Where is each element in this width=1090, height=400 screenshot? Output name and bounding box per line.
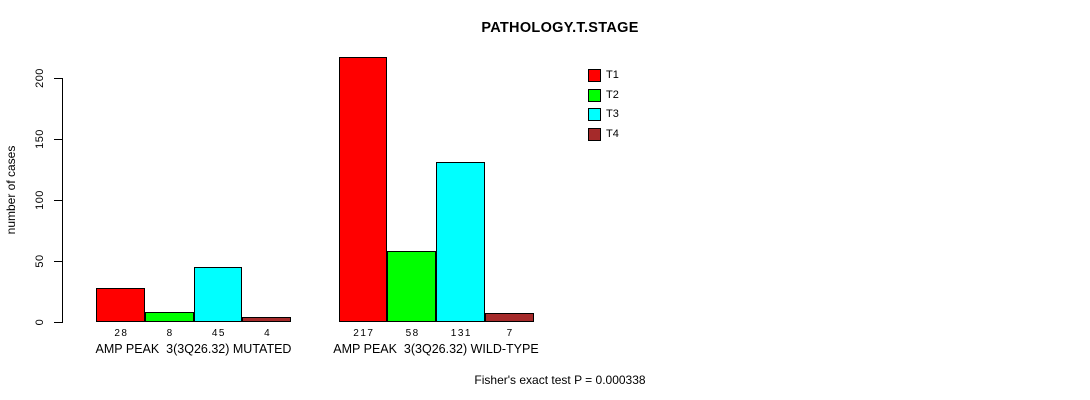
footnote-fisher-test: Fisher's exact test P = 0.000338 [474,373,646,387]
legend-swatch-t1 [588,69,601,83]
legend-swatch-t4 [588,127,601,141]
y-tick-label: 150 [34,129,46,149]
chart-title: PATHOLOGY.T.STAGE [481,20,639,36]
legend-item-t1: T1 [588,66,619,86]
bar-t1-group1 [96,287,145,322]
y-tick-label: 50 [34,254,46,268]
y-tick [54,138,62,140]
group-label: AMP PEAK 3(3Q26.32) WILD-TYPE [333,342,539,356]
y-tick [54,321,62,323]
legend-swatch-t2 [588,88,601,102]
bar-value-label: 7 [506,328,514,339]
legend-swatch-t3 [588,108,601,122]
legend-label: T4 [606,127,619,140]
legend-label: T2 [606,88,619,101]
legend-label: T3 [606,108,619,121]
y-tick [54,199,62,201]
y-axis-label: number of cases [4,145,18,235]
legend-item-t2: T2 [588,86,619,106]
legend: T1 T2 T3 T4 [588,66,619,144]
legend-item-t3: T3 [588,105,619,125]
bar-value-label: 4 [264,328,272,339]
bar-value-label: 58 [405,328,420,339]
bar-t3-group2 [436,162,485,322]
legend-label: T1 [606,69,619,82]
bar-value-label: 217 [353,328,375,339]
bar-value-label: 8 [166,328,174,339]
y-tick [54,260,62,262]
group-label: AMP PEAK 3(3Q26.32) MUTATED [95,342,292,356]
bar-t1-group2 [338,57,388,322]
y-tick-label: 0 [34,318,46,326]
bar-t3-group1 [193,267,243,322]
y-tick [54,77,62,79]
y-axis-line [62,78,63,323]
bar-t2-group2 [387,251,436,322]
bar-value-label: 45 [211,328,226,339]
bar-t4-group2 [484,313,534,322]
bar-t4-group1 [242,317,291,322]
bar-value-label: 131 [450,328,472,339]
y-tick-label: 200 [34,68,46,88]
bar-t2-group1 [144,312,194,322]
bar-value-label: 28 [114,328,129,339]
legend-item-t4: T4 [588,125,619,145]
y-tick-label: 100 [34,190,46,210]
